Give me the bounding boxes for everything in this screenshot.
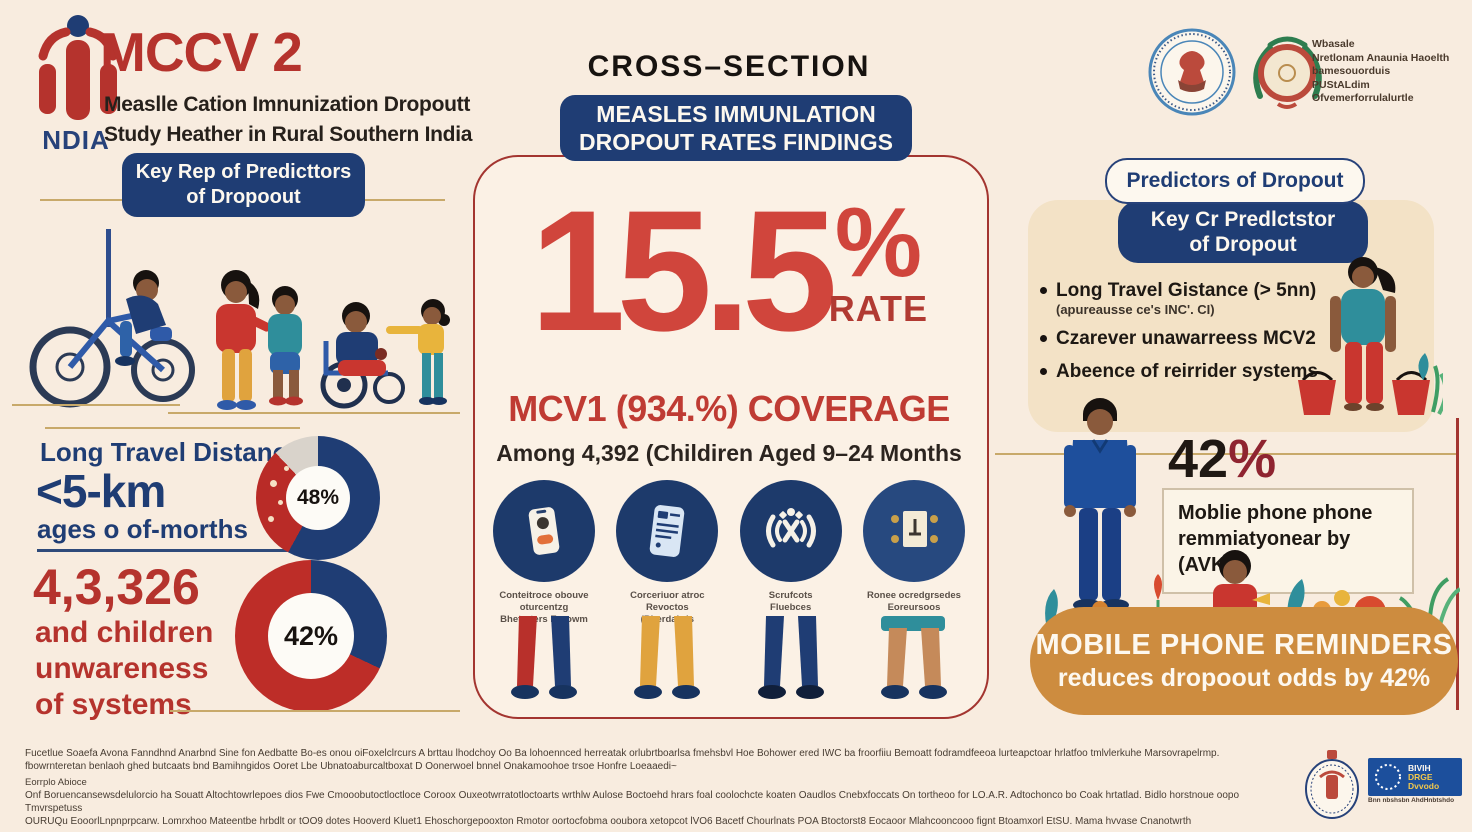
bullet-item: Czarever unawarreess MCV2 <box>1040 328 1350 350</box>
divider-line <box>45 427 300 429</box>
bullet-item: Long Travel Gistance (> 5nn) (apureausse… <box>1040 280 1350 317</box>
subtitle-line-1: Measlle Cation Imnunization Dropoutt <box>104 93 471 116</box>
org-line: PUStALdim Ofvemerforrulalurtle <box>1312 78 1414 105</box>
finding-item: Scrufcots Fluebces <box>733 480 849 704</box>
legs-figure <box>511 616 577 699</box>
signal-alert-icon <box>739 480 842 582</box>
org-wreath-seal-icon <box>1253 36 1322 109</box>
health-worker-man-illustration <box>1064 398 1136 611</box>
badge-text-line: of Dropout <box>1189 233 1297 256</box>
sample-size-line: Among 4,392 (Childiren Aged 9–24 Months <box>496 440 962 466</box>
percent-sign: % <box>834 187 922 297</box>
children-count-value: 4,3,326 <box>33 559 200 615</box>
donut-center-label: 42% <box>268 593 354 679</box>
travel-distance-heading: Long Travel Distance <box>40 437 302 467</box>
finding-item: Corceriuor atroc Revoctos (Bherdabris <box>609 480 725 704</box>
dropout-rate-value: 15.5 <box>529 175 838 367</box>
page-title: MCCV 2 <box>100 21 303 83</box>
legs-figure <box>880 616 947 699</box>
app-logo-icon <box>38 15 118 120</box>
travel-distance-subtext: ages o of-morths <box>37 514 248 544</box>
footnote-paragraph-1: Fucetlue Soaefa Avona Fanndhnd Anarbnd S… <box>25 748 1220 772</box>
mobile-reminder-callout: Moblie phone phone remmiatyonear by (AVK… <box>1162 488 1414 594</box>
legs-figure <box>634 616 701 699</box>
finding-caption: Corceriuor atroc Revoctos (Bherdabris <box>630 590 705 625</box>
divider-line <box>168 412 460 414</box>
reminder-effect-stat: 42% <box>1168 429 1277 489</box>
bullet-item: Abeence of reirrider systems <box>1040 361 1350 383</box>
mobile-reminders-banner: MOBILE PHONE REMINDERS reduces dropoout … <box>1030 607 1458 715</box>
legs-figure <box>757 616 824 699</box>
divider-line <box>12 404 180 406</box>
finding-caption: Conteitroce obouve oturcentzg Bhetyrters… <box>499 590 589 625</box>
predictors-bullet-list: Long Travel Gistance (> 5nn) (apureausse… <box>1040 280 1350 394</box>
stat-text-line: and children <box>35 616 214 649</box>
badge-text-line: Key Rep of Predicttors <box>135 161 352 183</box>
finding-item: Conteitroce obouve oturcentzg Bhetyrters… <box>486 480 602 704</box>
findings-badge: MEASLES IMMUNLATION DROPOUT RATES FINDIN… <box>560 95 912 161</box>
finding-item: Ronee ocredgrsedes Eoreursoos <box>856 480 972 704</box>
findings-icons-row: Conteitroce obouve oturcentzg Bhetyrters… <box>486 480 972 704</box>
children-unawareness-text: and children unwareness of systems <box>35 615 213 723</box>
health-worker-woman-illustration <box>1298 257 1443 415</box>
footnote-subhead: Eorrplo Abioce <box>25 777 87 788</box>
footer-seal-icon <box>1305 750 1359 819</box>
subtitle-line-2: Study Heather in Rural Southern India <box>104 123 473 146</box>
footer-eu-logo-subtext: Bnn nbshsbn AhdHnbtshdo <box>1368 797 1455 804</box>
stat-text-line: unwareness <box>35 652 209 685</box>
divider-line <box>37 549 299 552</box>
left-key-predictors-badge: Key Rep of Predicttors of Dropoout <box>122 153 365 217</box>
org-line: Nretlonam Anaunia Haoelth <box>1312 51 1450 64</box>
dropout-rate-block: 15.5 % RATE <box>488 175 970 367</box>
badge-text-line: Key Cr Predlctstor <box>1150 208 1336 231</box>
star-circle-icon <box>1375 764 1401 790</box>
family-travel-illustration <box>29 229 450 410</box>
org-seal-icon <box>1148 28 1236 116</box>
divider-line <box>170 710 460 712</box>
certificate-icon <box>862 480 965 582</box>
org-line: Wbasale <box>1312 38 1355 50</box>
accent-line <box>1456 418 1459 710</box>
stat-text-line: of systems <box>35 688 192 721</box>
unawareness-donut-chart: 42% <box>235 560 387 712</box>
phone-list-icon <box>616 480 719 582</box>
bullet-dot <box>1040 368 1047 375</box>
bullet-dot <box>1040 287 1047 294</box>
badge-text-line: of Dropoout <box>186 186 301 208</box>
travel-distance-value: <5-km <box>36 465 166 517</box>
footnote-paragraph-2: Onf Boruencansewsdelulorcio ha Souatt Al… <box>25 790 1240 827</box>
org-line: bamesouorduis <box>1312 65 1391 77</box>
cross-section-heading: CROSS–SECTION <box>587 50 871 83</box>
finding-caption: Scrufcots Fluebces <box>768 590 813 613</box>
logo-country-label: NDIA <box>42 125 110 155</box>
predictors-pill-label: Predictors of Dropout <box>1105 158 1365 204</box>
travel-distance-donut-chart: 48% <box>256 436 380 560</box>
finding-caption: Ronee ocredgrsedes Eoreursoos <box>866 590 961 613</box>
rate-label: RATE <box>828 288 929 330</box>
page-subtitle: Measlle Cation Imnunization Dropoutt Stu… <box>104 90 472 150</box>
mcv1-coverage-line: MCV1 (934.%) COVERAGE <box>508 388 950 429</box>
divider-line <box>995 453 1458 455</box>
percent-sign: % <box>1228 429 1277 489</box>
org-name-block: Wbasale Nretlonam Anaunia Haoelth bameso… <box>1312 38 1467 106</box>
bullet-dot <box>1040 335 1047 342</box>
phone-alert-icon <box>493 480 595 582</box>
footer-eu-logo: BIVIH DRGE Dvvodo <box>1368 758 1462 796</box>
badge-text-line: DROPOUT RATES FINDINGS <box>579 129 893 155</box>
key-predictor-badge: Key Cr Predlctstor of Dropout <box>1118 201 1368 263</box>
donut-center-label: 48% <box>286 466 350 530</box>
badge-text-line: MEASLES IMMUNLATION <box>596 101 876 127</box>
